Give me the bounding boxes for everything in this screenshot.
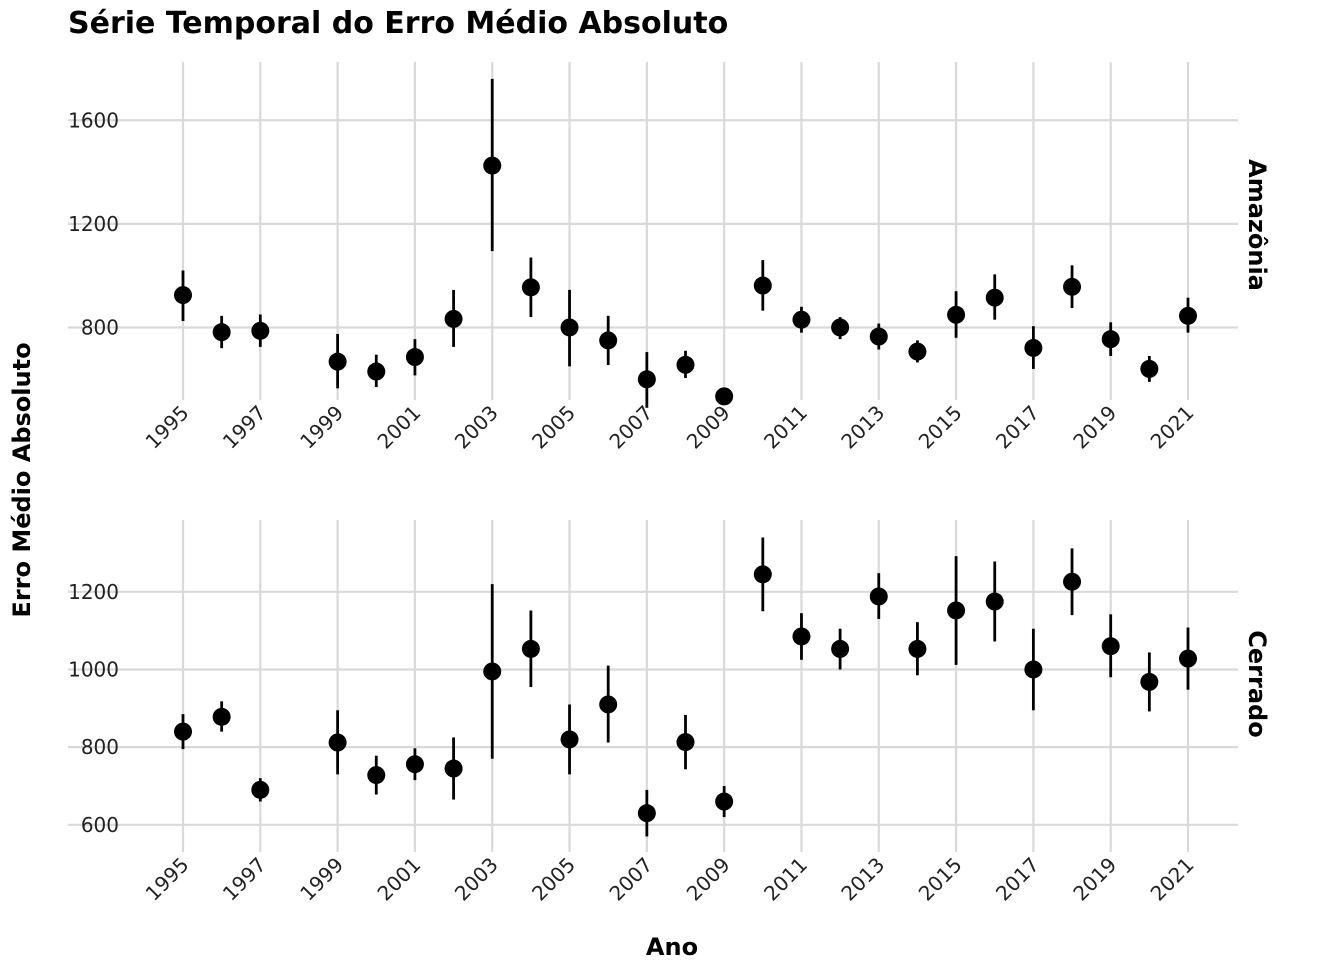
panel-1: 600 800 1000 1200 1995 1997 1999 2001 2003 2005 20… [68, 520, 1271, 906]
data-point [1024, 338, 1043, 357]
data-point [212, 707, 231, 726]
x-tick-label: 2005 [527, 853, 580, 906]
x-tick-label: 2001 [372, 401, 425, 454]
y-tick-label: 1200 [68, 212, 119, 236]
data-point [676, 355, 695, 374]
data-point [637, 804, 656, 823]
data-point [367, 766, 386, 785]
x-tick-label: 2019 [1068, 401, 1121, 454]
x-tick-label: 2013 [836, 853, 889, 906]
data-point [869, 327, 888, 346]
data-point [676, 733, 695, 752]
x-tick-label: 2009 [682, 401, 735, 454]
data-point [985, 592, 1004, 611]
x-tick-label: 2021 [1146, 401, 1199, 454]
data-point [947, 601, 966, 620]
data-point [637, 370, 656, 389]
y-tick-label: 1000 [68, 657, 119, 681]
data-point [212, 323, 231, 342]
x-tick-label: 2015 [914, 401, 967, 454]
x-tick-label: 2013 [836, 401, 889, 454]
y-tick-label: 600 [81, 813, 119, 837]
x-axis-title: Ano [646, 933, 698, 960]
data-point [444, 309, 463, 328]
x-tick-label: 2007 [604, 401, 657, 454]
data-point [174, 722, 192, 741]
y-tick-label: 800 [81, 315, 119, 339]
data-point [483, 662, 502, 681]
data-point [251, 780, 270, 799]
y-tick-label: 1200 [68, 580, 119, 604]
data-point [483, 156, 502, 175]
data-point [831, 639, 850, 658]
data-point [328, 733, 347, 752]
x-tick-label: 2015 [914, 853, 967, 906]
x-tick-label: 2003 [450, 853, 503, 906]
data-point [753, 565, 772, 584]
data-point [367, 362, 386, 381]
data-point [908, 342, 927, 361]
data-point [831, 318, 850, 337]
data-point [1024, 660, 1043, 679]
y-tick-label: 800 [81, 735, 119, 759]
data-point [792, 627, 811, 646]
data-point [715, 792, 734, 811]
x-tick-label: 2021 [1146, 853, 1199, 906]
data-point [753, 276, 772, 295]
data-point [985, 288, 1004, 307]
x-tick-label: 2019 [1068, 853, 1121, 906]
x-tick-label: 1997 [218, 401, 271, 454]
panel-0: 800 1200 1600 1995 1997 1999 2001 2003 2005 2007 2… [68, 62, 1271, 454]
data-point [947, 305, 966, 324]
data-point [328, 352, 347, 371]
data-point [444, 759, 463, 778]
data-point [869, 587, 888, 606]
data-point [599, 695, 618, 714]
x-tick-label: 2009 [682, 853, 735, 906]
data-point [560, 318, 579, 337]
data-point [174, 286, 192, 305]
data-point [1101, 637, 1120, 656]
data-point [599, 331, 618, 350]
x-tick-label: 2007 [604, 853, 657, 906]
data-point [521, 639, 540, 658]
x-tick-label: 2017 [991, 401, 1044, 454]
data-point [1179, 649, 1197, 668]
x-tick-label: 1997 [218, 853, 271, 906]
data-point [1063, 277, 1082, 296]
data-point [792, 310, 811, 329]
x-tick-label: 1999 [295, 853, 348, 906]
data-point [405, 348, 424, 367]
x-tick-label: 2003 [450, 401, 503, 454]
y-tick-label: 1600 [68, 108, 119, 132]
chart-title: Série Temporal do Erro Médio Absoluto [68, 6, 728, 41]
data-point [1179, 306, 1197, 325]
x-tick-label: 1999 [295, 401, 348, 454]
data-point [521, 278, 540, 297]
facet-panels: 800 1200 1600 1995 1997 1999 2001 2003 2005 2007 2… [68, 62, 1271, 906]
data-point [1140, 359, 1159, 378]
data-point [405, 755, 424, 774]
y-axis-title: Erro Médio Absoluto [8, 342, 36, 617]
data-point [560, 730, 579, 749]
x-tick-label: 2005 [527, 401, 580, 454]
facet-strip-label: Amazônia [1243, 159, 1271, 291]
data-point [1101, 330, 1120, 349]
data-point [715, 387, 734, 406]
data-point [251, 321, 270, 340]
data-point [1140, 672, 1159, 691]
data-point [908, 639, 927, 658]
x-tick-label: 1995 [141, 853, 194, 906]
data-point [1063, 572, 1082, 591]
x-tick-label: 2011 [759, 401, 812, 454]
x-tick-label: 2001 [372, 853, 425, 906]
x-tick-label: 1995 [141, 401, 194, 454]
facet-strip-label: Cerrado [1243, 630, 1271, 737]
x-tick-label: 2011 [759, 853, 812, 906]
x-tick-label: 2017 [991, 853, 1044, 906]
